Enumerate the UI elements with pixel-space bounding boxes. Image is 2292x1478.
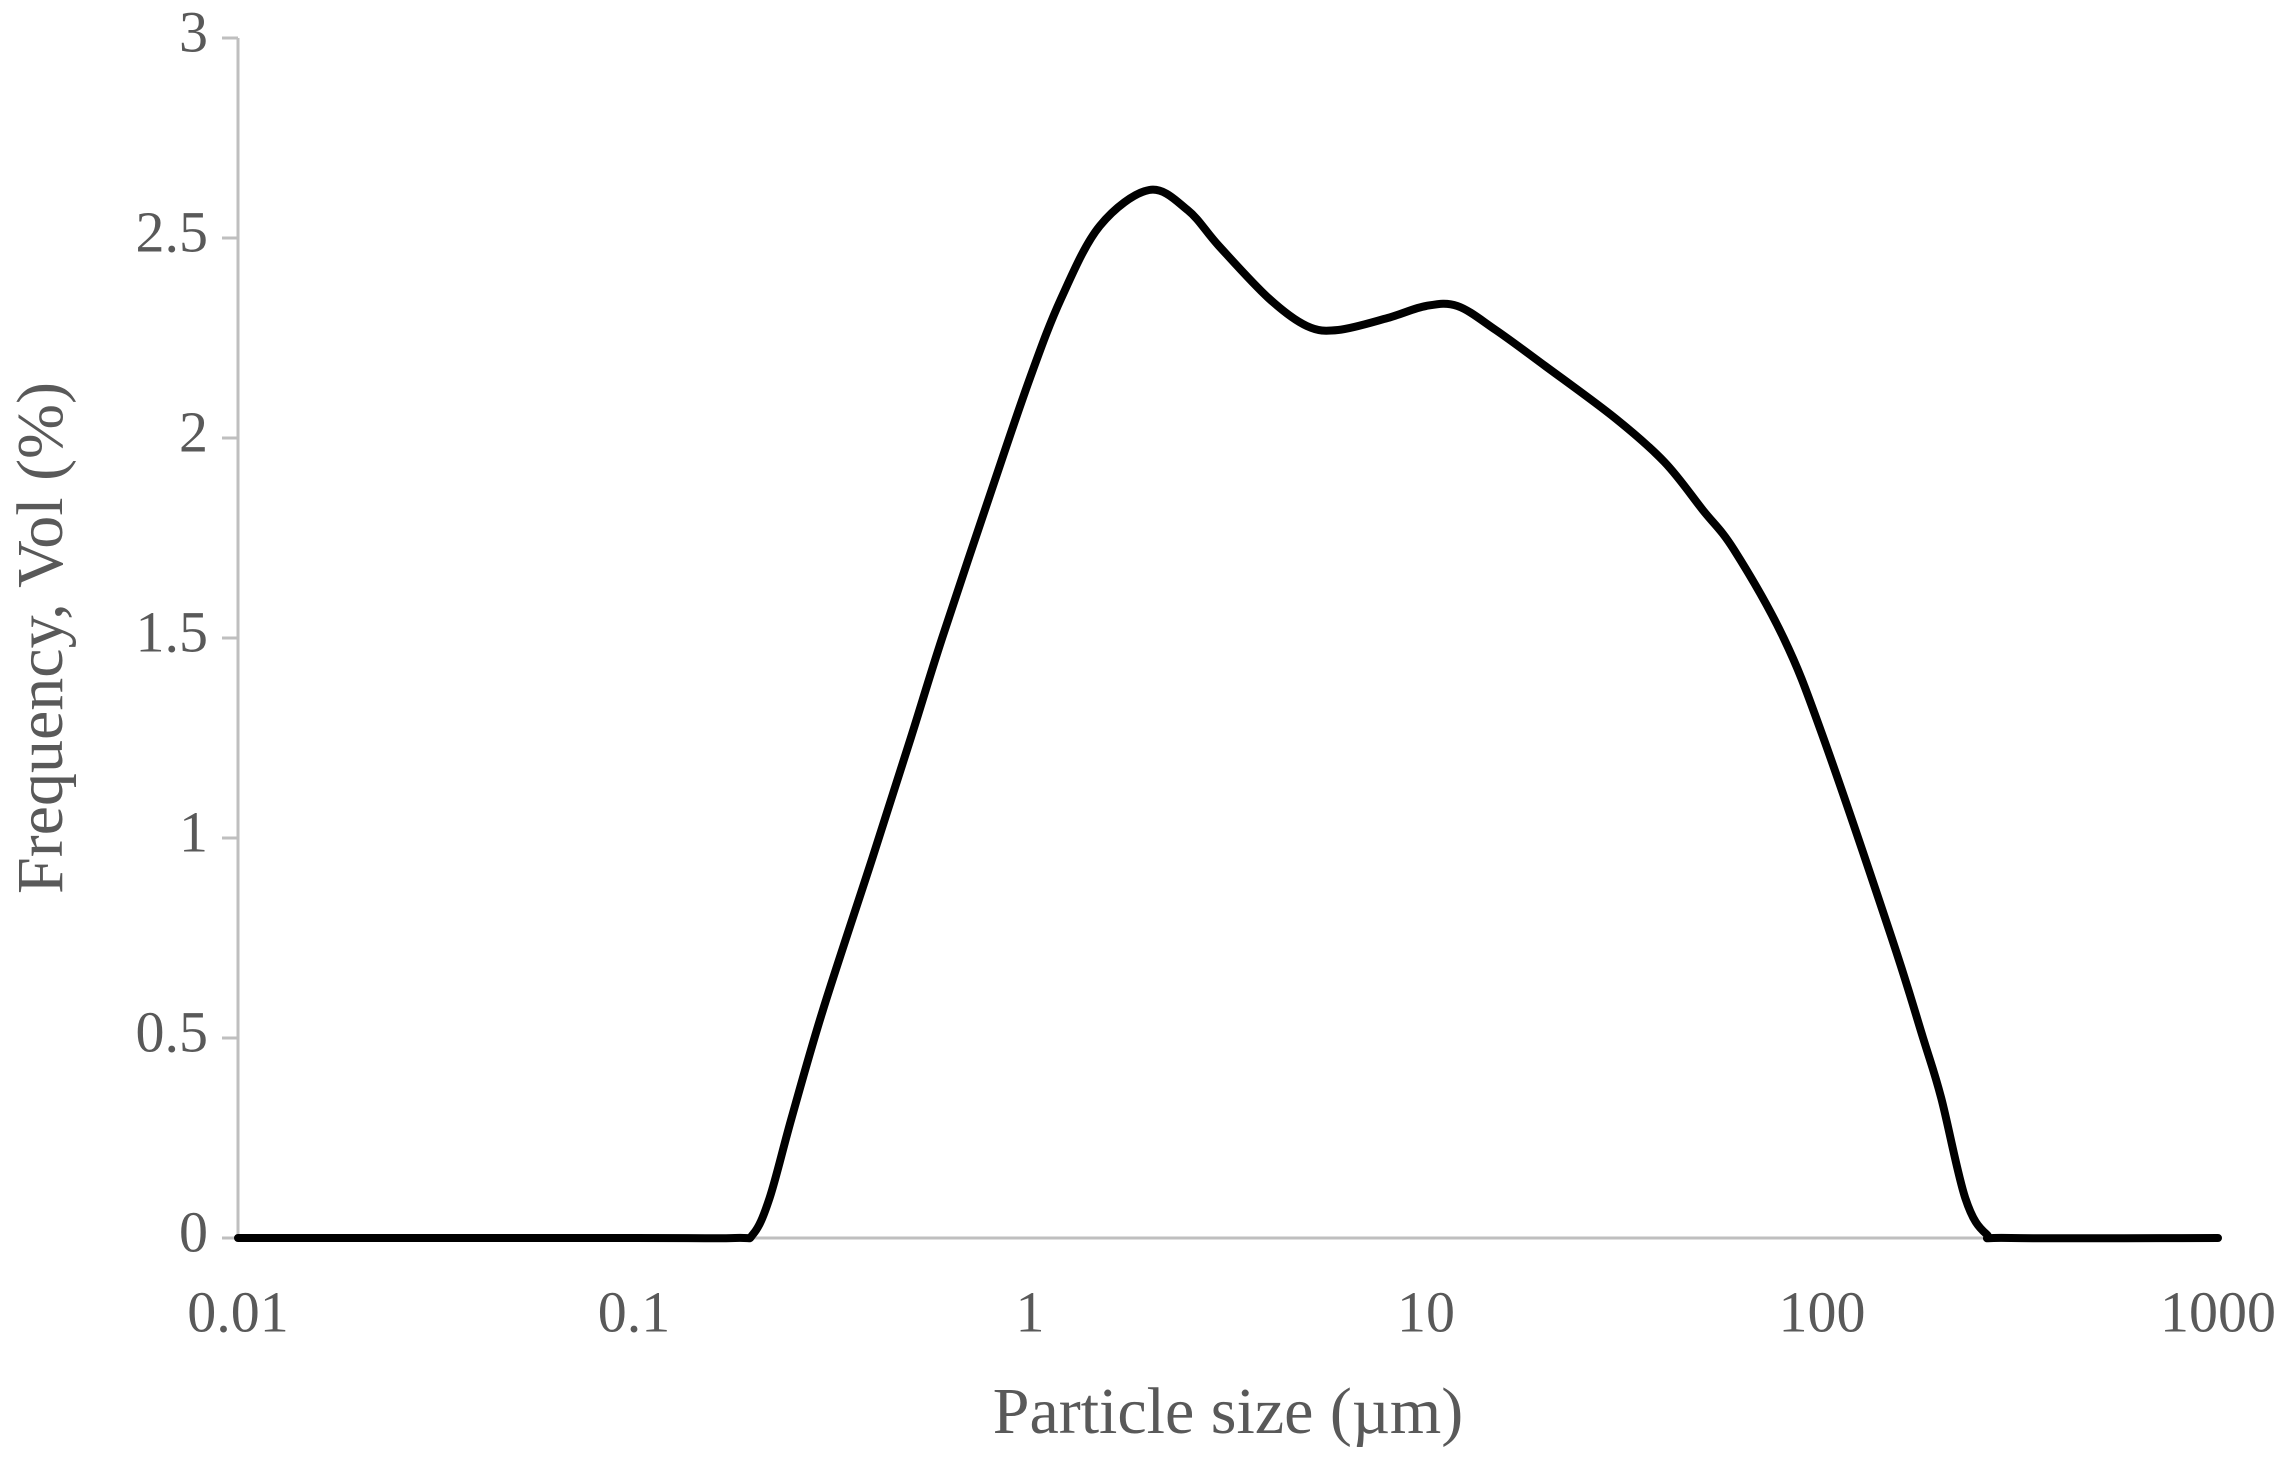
x-tick-label: 100 (1779, 1279, 1866, 1344)
y-tick-label: 0 (179, 1199, 208, 1264)
y-tick-label: 2 (179, 399, 208, 464)
y-tick-label: 1 (179, 799, 208, 864)
y-tick-label: 3 (179, 0, 208, 64)
y-axis-title: Frequency, Vol (%) (4, 382, 77, 894)
x-tick-label: 0.1 (598, 1279, 671, 1344)
x-axis-title: Particle size (µm) (993, 1375, 1464, 1448)
x-tick-label: 1000 (2160, 1279, 2276, 1344)
y-tick-label: 0.5 (136, 999, 209, 1064)
x-tick-label: 10 (1397, 1279, 1455, 1344)
y-tick-label: 1.5 (136, 599, 209, 664)
x-tick-label: 0.01 (187, 1279, 289, 1344)
y-tick-label: 2.5 (136, 199, 209, 264)
x-tick-label: 1 (1016, 1279, 1045, 1344)
series-line (234, 185, 2222, 1243)
